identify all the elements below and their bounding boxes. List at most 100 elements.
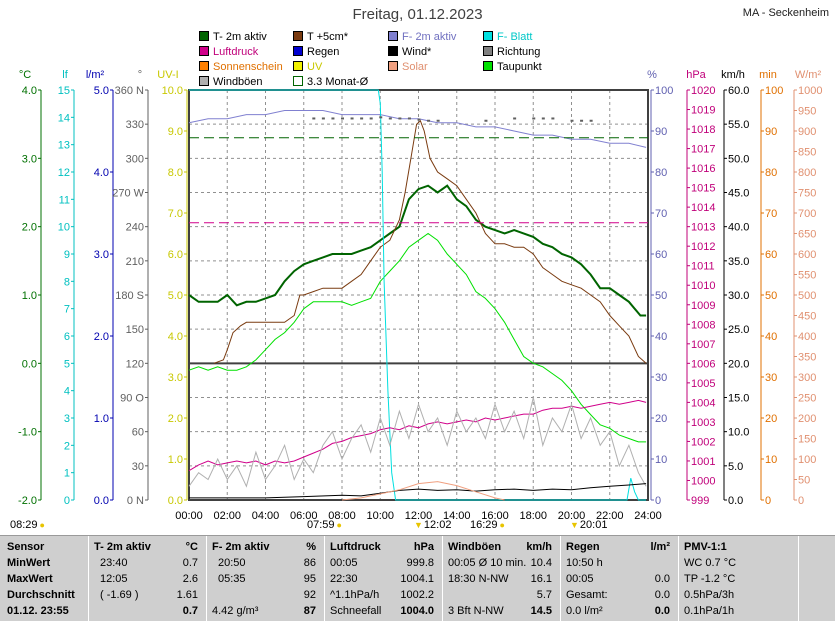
cell-label: 20:50 — [218, 557, 246, 569]
uv-axis-tick-label: 7.0 — [168, 208, 183, 220]
series-richtung-point — [312, 117, 316, 120]
leaf-axis-unit: lf — [62, 69, 68, 81]
x-tick-label: 20:00 — [558, 510, 586, 522]
pressure-axis-tick-label: 1007 — [691, 339, 715, 351]
legend-swatch — [293, 61, 303, 71]
wind-axis-tick-label: 60.0 — [728, 85, 749, 97]
leaf-axis-tick-label: 14 — [58, 112, 70, 124]
direction-axis-tick-label: 0 N — [127, 495, 144, 507]
cell-label: 0.0 l/m² — [566, 605, 603, 617]
sunmin-axis-tick-label: 30 — [765, 372, 777, 384]
series-richtung-point — [589, 119, 593, 122]
wind-axis-tick-label: 0.0 — [728, 495, 743, 507]
uv-axis-tick-label: 2.0 — [168, 413, 183, 425]
direction-axis-tick-label: 150 — [126, 324, 144, 336]
pressure-axis-tick-label: 1003 — [691, 417, 715, 429]
pressure-axis-tick-label: 1001 — [691, 456, 715, 468]
humidity-axis-tick-label: 40 — [655, 331, 667, 343]
wind-axis-tick-label: 10.0 — [728, 427, 749, 439]
solar-axis-tick-label: 850 — [798, 147, 816, 159]
humidity-axis-tick-label: 70 — [655, 208, 667, 220]
cell-value: 0.7 — [182, 605, 198, 617]
rain-axis-unit: l/m² — [86, 69, 105, 81]
cell-label: 18:30 N-NW — [448, 573, 509, 585]
pressure-axis-tick-label: 1006 — [691, 358, 715, 370]
series-richtung-point — [570, 119, 574, 122]
legend-swatch — [199, 76, 209, 86]
legend-item: F- Blatt — [483, 31, 532, 43]
cell-label: 10:50 h — [566, 557, 603, 569]
uv-axis-tick-label: 4.0 — [168, 331, 183, 343]
wind-axis-tick-label: 35.0 — [728, 256, 749, 268]
table-block: Regen l/m² 10:50 h 00:05 0.0 Gesamt: 0.0 0.0 l/… — [560, 536, 679, 621]
wind-axis-tick-label: 55.0 — [728, 119, 749, 131]
block-unit: % — [306, 541, 316, 553]
sunmin-axis-tick-label: 10 — [765, 454, 777, 466]
solar-axis-tick-label: 500 — [798, 290, 816, 302]
solar-axis-tick-label: 750 — [798, 188, 816, 200]
cell-value: 1.61 — [176, 589, 198, 601]
cell-value: 1002.2 — [400, 589, 434, 601]
station-name: MA - Seckenheim — [742, 7, 829, 19]
block-title: F- 2m aktiv — [212, 541, 270, 553]
block-title: Regen — [566, 541, 600, 553]
rain-axis-tick-label: 1.0 — [94, 413, 109, 425]
solar-axis-tick-label: 700 — [798, 208, 816, 220]
cell-label: 22:30 — [330, 573, 358, 585]
cell-label: 23:40 — [100, 557, 128, 569]
series-richtung-point — [551, 117, 555, 120]
solar-axis-tick-label: 550 — [798, 270, 816, 282]
series-richtung-point — [541, 117, 545, 120]
x-tick-label: 04:00 — [252, 510, 280, 522]
cell-value: 0.0 — [654, 589, 670, 601]
block-title: T- 2m aktiv — [94, 541, 151, 553]
series-t-2m-aktiv-line — [188, 184, 647, 317]
series-richtung-point — [321, 117, 325, 120]
uv-axis-tick-label: 6.0 — [168, 249, 183, 261]
direction-axis-tick-label: 300 — [126, 153, 144, 165]
celsius-axis-tick-label: 4.0 — [22, 85, 37, 97]
direction-axis-tick-label: 30 — [132, 461, 144, 473]
wind-axis-tick-label: 15.0 — [728, 393, 749, 405]
legend-item: T +5cm* — [293, 31, 348, 43]
statistics-table: Sensor MinWert MaxWert Durchschnitt 01.12. 2… — [0, 535, 835, 621]
x-tick-label: 10:00 — [366, 510, 394, 522]
legend-item: Wind* — [388, 46, 431, 58]
direction-axis-tick-label: 240 — [126, 222, 144, 234]
rain-axis-tick-label: 0.0 — [94, 495, 109, 507]
series-luftdruck-line — [188, 399, 647, 472]
row-label: MinWert — [7, 557, 51, 569]
cell-value: 10.4 — [530, 557, 552, 569]
legend-label: Wind* — [402, 46, 432, 58]
legend-label: T +5cm* — [307, 31, 349, 43]
direction-axis-tick-label: 210 — [126, 256, 144, 268]
legend-label: Richtung — [497, 46, 541, 58]
celsius-axis-tick-label: 1.0 — [22, 290, 37, 302]
series-richtung-point — [398, 117, 402, 120]
series-richtung-point — [379, 116, 383, 119]
block-unit: l/m² — [650, 541, 670, 553]
series-richtung-point — [369, 117, 373, 120]
legend-label: Solar — [402, 61, 428, 73]
humidity-axis-tick-label: 30 — [655, 372, 667, 384]
cell-label: TP -1.2 °C — [684, 573, 736, 585]
uv-axis-unit: UV-I — [157, 69, 178, 81]
cell-label: 4.42 g/m³ — [212, 605, 259, 617]
wind-axis-unit: km/h — [721, 69, 745, 81]
uv-axis-tick-label: 1.0 — [168, 454, 183, 466]
sun-icon: ● — [39, 520, 45, 530]
solar-axis-tick-label: 50 — [798, 475, 810, 487]
series-f-blatt-line — [189, 89, 647, 501]
row-label: MaxWert — [7, 573, 53, 585]
sunmin-axis-unit: min — [759, 69, 777, 81]
series-richtung-point — [427, 119, 431, 122]
wind-axis-tick-label: 50.0 — [728, 153, 749, 165]
celsius-axis-unit: °C — [19, 69, 31, 81]
cell-value: 87 — [303, 605, 316, 617]
event-time: 07:59 — [307, 519, 335, 531]
leaf-axis-tick-label: 1 — [64, 468, 70, 480]
rain-axis-tick-label: 3.0 — [94, 249, 109, 261]
legend-swatch — [483, 61, 493, 71]
row-label: 01.12. 23:55 — [7, 605, 69, 617]
solar-axis-tick-label: 800 — [798, 167, 816, 179]
